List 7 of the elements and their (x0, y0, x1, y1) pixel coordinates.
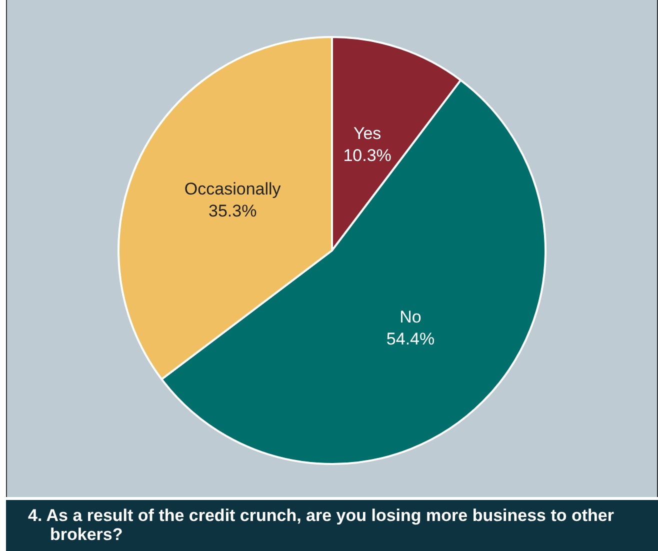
data-label: 35.3% (208, 202, 257, 221)
slice-label: Occasionally (184, 180, 282, 199)
data-label: 54.4% (386, 330, 435, 349)
slice-label: Yes (353, 124, 382, 143)
data-label: 10.3% (343, 146, 392, 165)
slice-label: No (400, 308, 422, 327)
text: 4. As a result of the credit crunch, are you losing more business to other brokers? (6, 500, 658, 551)
